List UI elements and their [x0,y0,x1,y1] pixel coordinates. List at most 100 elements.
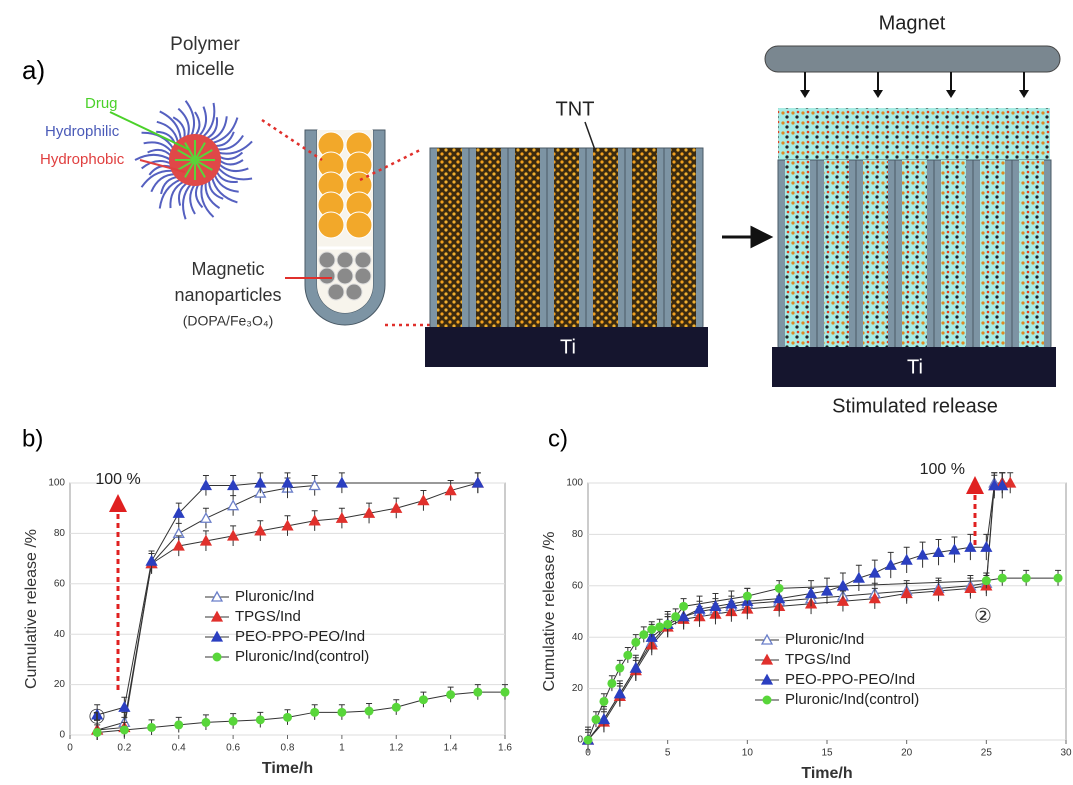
point [591,714,601,724]
tube-fill [437,148,462,338]
panel-label: a) [22,55,45,85]
tube-fill [515,148,540,338]
zoom-lines [261,118,430,327]
x-tick-label: 20 [901,748,913,759]
chain [169,180,185,209]
chain [150,173,176,193]
series-line [587,482,1011,741]
tube-fill [785,160,810,358]
point [773,592,786,604]
point [199,479,213,491]
point [227,479,240,491]
chain [140,169,174,188]
arrow-head [1019,90,1029,98]
legend-marker [762,695,772,705]
x-tick-label: 0.6 [226,743,240,754]
chain [200,182,215,218]
point [308,479,321,491]
panel-label: c) [548,425,568,452]
legend-label: PEO-PPO-PEO/Ind [785,671,915,688]
point [1021,573,1031,583]
point [446,690,456,700]
y-tick-label: 0 [59,730,65,741]
chain [201,102,216,138]
particle [336,251,354,269]
point [742,591,752,601]
tube-fill [632,148,657,338]
point [1053,573,1063,583]
y-tick-label: 60 [572,580,584,591]
chain [204,181,221,209]
point [639,630,649,640]
label: Magnet [879,12,946,34]
drug [177,149,196,161]
y-tick-label: 100 [566,478,583,489]
micelle [134,100,253,220]
point [473,687,483,697]
point [255,715,265,725]
point [118,700,131,712]
chain [215,170,238,184]
legend-marker [212,652,222,662]
point [900,587,913,599]
point [980,540,993,552]
point [335,511,348,523]
x-tick-label: 0 [67,743,73,754]
point [663,619,673,629]
legend-label: Pluronic/Ind [785,631,864,648]
point [308,514,321,526]
chart: 0 20 40 60 80 100 0 5 10 15 20 25 30 Time/h Cumulative… [541,461,1072,782]
drug [184,142,196,161]
particle [354,251,372,269]
annotation: ② [974,605,992,627]
point [615,663,625,673]
tube-fill [671,148,696,338]
tube-fill [476,148,501,338]
chain [217,166,253,181]
drug [194,149,213,161]
point [647,624,657,634]
point [172,539,185,551]
legend-marker [210,590,224,602]
point [916,548,929,560]
legend-label: PEO-PPO-PEO/Ind [235,628,365,645]
point [964,582,977,594]
point [613,687,626,699]
point [283,712,292,722]
particle [336,267,354,285]
tube-fill [941,160,966,358]
point [174,720,184,730]
point [884,558,897,570]
chain [159,110,182,141]
chart: 0 20 40 60 80 100 0 0.2 0.4 0.6 0.8 1 1.2 1.4 1.6 Time/… [23,471,512,777]
chain [208,116,228,142]
annotation: 100 % [95,471,140,488]
point [417,494,430,506]
y-tick-label: 20 [572,683,584,694]
point [599,696,609,706]
x-tick-label: 1.6 [498,743,512,754]
chain [158,178,182,209]
point [199,534,213,546]
chain [143,141,173,154]
point [147,722,157,732]
substrate [772,347,1056,387]
point [900,553,913,565]
annotation-arrow-head [966,476,984,494]
chain [205,117,219,140]
pointer [139,159,186,173]
point [981,576,991,586]
point [679,601,689,611]
legend-marker [210,610,224,622]
point [337,707,347,717]
label: nanoparticles [174,285,281,305]
drug [194,159,206,178]
point [145,554,158,566]
particle [327,283,345,301]
annotation-arrow-head [109,494,127,512]
annotation: ① [88,706,106,728]
point [725,597,738,609]
point [364,706,374,716]
